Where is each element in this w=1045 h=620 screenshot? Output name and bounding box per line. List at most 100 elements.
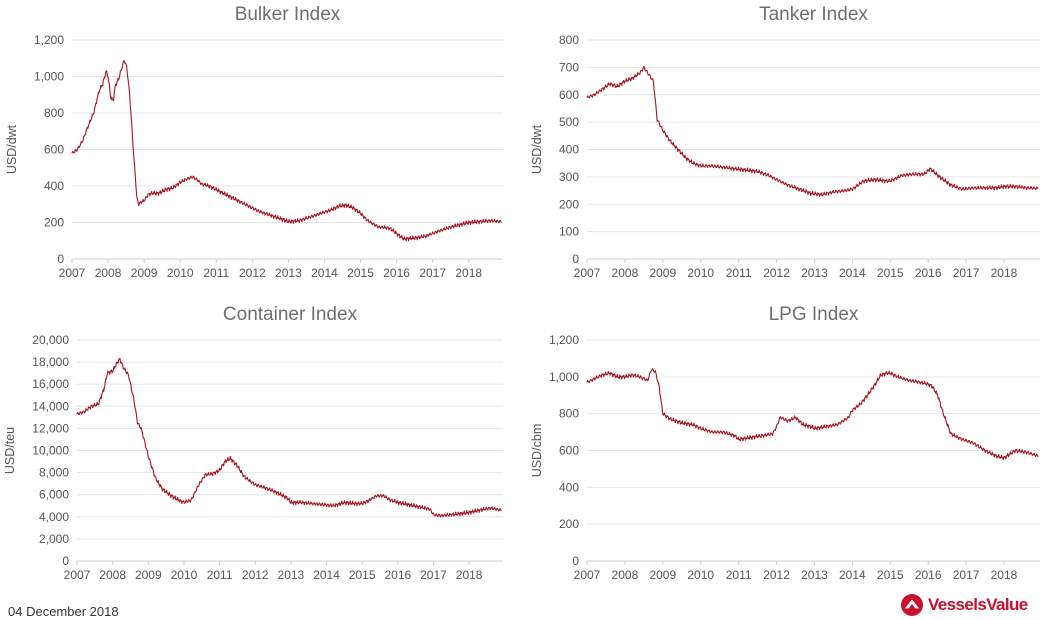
x-tick-label: 2014 <box>311 266 338 280</box>
x-tick-label: 2011 <box>207 568 233 582</box>
y-tick-label: 600 <box>44 143 64 157</box>
y-tick-label: 800 <box>559 407 579 421</box>
y-tick-label: 0 <box>572 252 579 266</box>
x-tick-label: 2018 <box>991 568 1018 582</box>
y-tick-label: 0 <box>62 554 69 568</box>
x-tick-label: 2010 <box>171 568 198 582</box>
x-tick-label: 2008 <box>612 266 639 280</box>
x-tick-label: 2009 <box>135 568 162 582</box>
chart-panel-4: 0 200 400 600 800 1,000 1,200 2007 2008 2009 2010 2… <box>530 304 1040 582</box>
x-tick-label: 2013 <box>801 266 828 280</box>
series-line <box>71 59 502 242</box>
y-tick-label: 1,000 <box>34 70 64 84</box>
x-tick-label: 2016 <box>384 568 411 582</box>
y-tick-label: 300 <box>559 170 579 184</box>
x-tick-label: 2016 <box>383 266 410 280</box>
y-axis-label: USD/cbm <box>530 424 544 477</box>
x-tick-label: 2008 <box>99 568 126 582</box>
y-tick-label: 200 <box>559 197 579 211</box>
report-date: 04 December 2018 <box>8 604 119 619</box>
y-tick-label: 700 <box>559 60 579 74</box>
x-tick-label: 2009 <box>131 266 158 280</box>
x-tick-label: 2012 <box>763 266 790 280</box>
y-tick-label: 16,000 <box>32 377 69 391</box>
y-tick-label: 800 <box>559 33 579 47</box>
x-tick-label: 2012 <box>763 568 790 582</box>
x-tick-label: 2017 <box>420 568 447 582</box>
y-tick-label: 400 <box>559 143 579 157</box>
x-tick-label: 2010 <box>687 568 714 582</box>
x-tick-label: 2017 <box>953 568 980 582</box>
chart-title: Tanker Index <box>759 4 868 25</box>
x-tick-label: 2007 <box>59 266 86 280</box>
x-tick-label: 2014 <box>839 568 866 582</box>
x-tick-label: 2009 <box>649 568 676 582</box>
x-tick-label: 2018 <box>455 266 482 280</box>
x-tick-label: 2012 <box>239 266 266 280</box>
y-tick-label: 400 <box>559 480 579 494</box>
chart-panel-3: 0 2,000 4,000 6,000 8,000 10,000 12,000 14,000 1… <box>3 304 503 582</box>
series-line <box>76 358 502 518</box>
y-tick-label: 2,000 <box>39 532 69 546</box>
series-line <box>586 66 1039 198</box>
y-tick-label: 20,000 <box>32 333 69 347</box>
x-tick-label: 2007 <box>574 266 601 280</box>
y-tick-label: 600 <box>559 444 579 458</box>
y-tick-label: 6,000 <box>39 488 69 502</box>
y-tick-label: 18,000 <box>32 355 69 369</box>
y-tick-label: 0 <box>572 554 579 568</box>
series-line <box>586 368 1039 461</box>
chart-panel-2: 0 100 200 300 400 500 600 700 800 2007 2008 2009 201… <box>530 4 1040 280</box>
y-tick-label: 1,000 <box>549 370 579 384</box>
y-tick-label: 500 <box>559 115 579 129</box>
y-tick-label: 8,000 <box>39 466 69 480</box>
x-tick-label: 2015 <box>349 568 376 582</box>
y-axis-label: USD/dwt <box>530 124 544 174</box>
x-tick-label: 2015 <box>877 568 904 582</box>
y-tick-label: 10,000 <box>32 444 69 458</box>
x-tick-label: 2014 <box>839 266 866 280</box>
chart-title: Bulker Index <box>235 4 341 25</box>
brand-logo: VesselsValue <box>900 593 1028 617</box>
chart-title: Container Index <box>223 304 358 325</box>
chart-panel-1: 0 200 400 600 800 1,000 1,200 2007 2008 2009 2010 2… <box>5 4 503 280</box>
x-tick-label: 2007 <box>64 568 91 582</box>
brand-name: VesselsValue <box>928 595 1028 614</box>
x-tick-label: 2008 <box>612 568 639 582</box>
x-tick-label: 2011 <box>726 266 752 280</box>
y-tick-label: 800 <box>44 106 64 120</box>
x-tick-label: 2009 <box>649 266 676 280</box>
vesselsvalue-logo-icon <box>901 594 923 616</box>
x-tick-label: 2018 <box>991 266 1018 280</box>
x-tick-label: 2017 <box>419 266 446 280</box>
y-tick-label: 14,000 <box>32 399 69 413</box>
y-axis-label: USD/teu <box>3 427 17 474</box>
x-tick-label: 2013 <box>275 266 302 280</box>
y-axis-label: USD/dwt <box>5 124 19 174</box>
x-tick-label: 2016 <box>915 266 942 280</box>
x-tick-label: 2015 <box>877 266 904 280</box>
x-tick-label: 2016 <box>915 568 942 582</box>
y-tick-label: 4,000 <box>39 510 69 524</box>
y-tick-label: 1,200 <box>549 333 579 347</box>
y-tick-label: 0 <box>57 252 64 266</box>
x-tick-label: 2018 <box>456 568 483 582</box>
y-tick-label: 200 <box>44 216 64 230</box>
x-tick-label: 2010 <box>167 266 194 280</box>
y-tick-label: 1,200 <box>34 33 64 47</box>
x-tick-label: 2013 <box>278 568 305 582</box>
x-tick-label: 2014 <box>313 568 340 582</box>
x-tick-label: 2008 <box>95 266 122 280</box>
y-tick-label: 400 <box>44 179 64 193</box>
x-tick-label: 2012 <box>242 568 269 582</box>
y-tick-label: 600 <box>559 88 579 102</box>
x-tick-label: 2017 <box>953 266 980 280</box>
x-tick-label: 2011 <box>203 266 229 280</box>
y-tick-label: 12,000 <box>32 421 69 435</box>
x-tick-label: 2015 <box>347 266 374 280</box>
x-tick-label: 2007 <box>574 568 601 582</box>
x-tick-label: 2011 <box>726 568 752 582</box>
x-tick-label: 2013 <box>801 568 828 582</box>
x-tick-label: 2010 <box>687 266 714 280</box>
